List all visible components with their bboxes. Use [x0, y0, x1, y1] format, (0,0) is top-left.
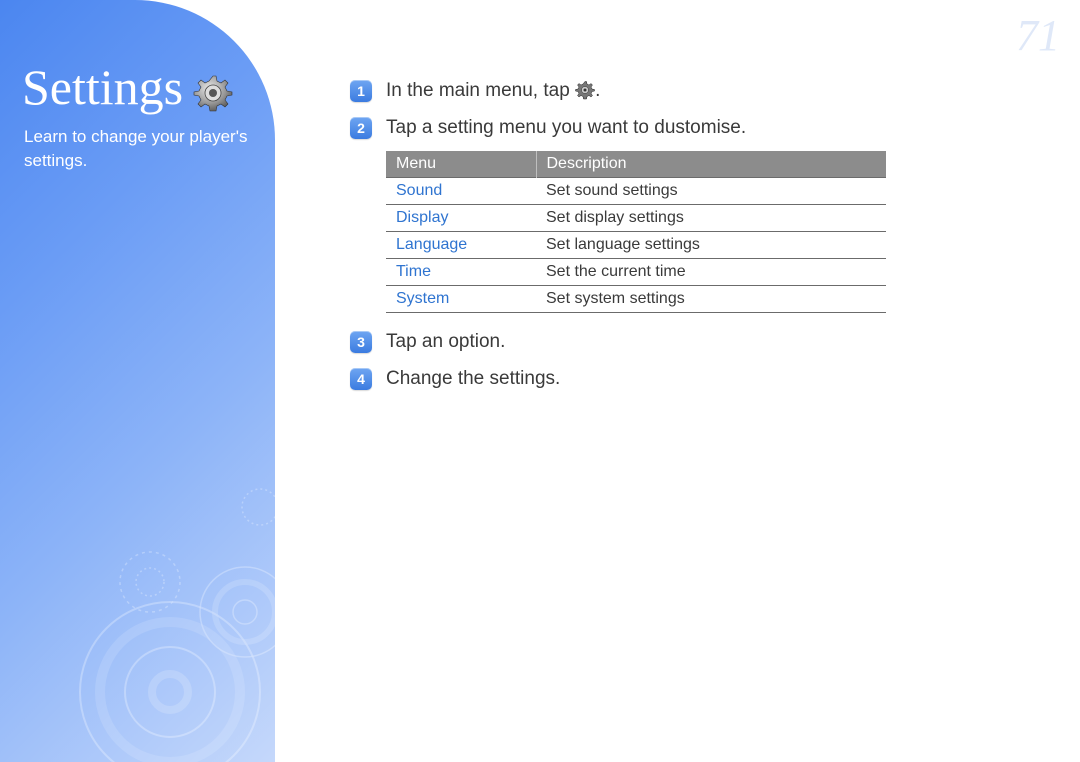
sidebar: Settings: [0, 0, 275, 762]
settings-table: Menu Description Sound Set sound setting…: [386, 151, 886, 313]
table-header-desc: Description: [536, 151, 886, 178]
sidebar-subtitle: Learn to change your player's settings.: [24, 125, 275, 173]
step-text: In the main menu, tap .: [386, 78, 600, 105]
step-text-after: .: [595, 80, 600, 101]
menu-desc: Set display settings: [536, 205, 886, 232]
table-row: System Set system settings: [386, 286, 886, 313]
menu-name[interactable]: Display: [386, 205, 536, 232]
decorative-circles: [0, 442, 275, 762]
content-area: 1 In the main menu, tap . 2 Tap a settin…: [350, 78, 1010, 402]
step-badge: 4: [350, 368, 372, 390]
menu-name[interactable]: System: [386, 286, 536, 313]
menu-desc: Set system settings: [536, 286, 886, 313]
step-badge: 1: [350, 80, 372, 102]
table-header-menu: Menu: [386, 151, 536, 178]
sidebar-title-text: Settings: [22, 58, 183, 116]
page-number: 71: [1016, 10, 1060, 61]
step-3: 3 Tap an option.: [350, 329, 1010, 356]
step-4: 4 Change the settings.: [350, 366, 1010, 393]
menu-desc: Set sound settings: [536, 178, 886, 205]
gear-icon: [193, 67, 233, 107]
manual-page: 71 Settings: [0, 0, 1080, 762]
table-header-row: Menu Description: [386, 151, 886, 178]
menu-desc: Set the current time: [536, 259, 886, 286]
table-row: Display Set display settings: [386, 205, 886, 232]
gear-icon: [575, 80, 595, 100]
table-row: Time Set the current time: [386, 259, 886, 286]
step-text: Tap an option.: [386, 329, 505, 356]
menu-name[interactable]: Time: [386, 259, 536, 286]
step-text: Tap a setting menu you want to dustomise…: [386, 115, 746, 142]
menu-name[interactable]: Language: [386, 232, 536, 259]
menu-desc: Set language settings: [536, 232, 886, 259]
step-text-before: In the main menu, tap: [386, 80, 575, 101]
step-2: 2 Tap a setting menu you want to dustomi…: [350, 115, 1010, 142]
step-badge: 3: [350, 331, 372, 353]
step-1: 1 In the main menu, tap .: [350, 78, 1010, 105]
menu-name[interactable]: Sound: [386, 178, 536, 205]
sidebar-title: Settings: [22, 58, 233, 116]
table-row: Language Set language settings: [386, 232, 886, 259]
step-badge: 2: [350, 117, 372, 139]
step-text: Change the settings.: [386, 366, 560, 393]
table-row: Sound Set sound settings: [386, 178, 886, 205]
